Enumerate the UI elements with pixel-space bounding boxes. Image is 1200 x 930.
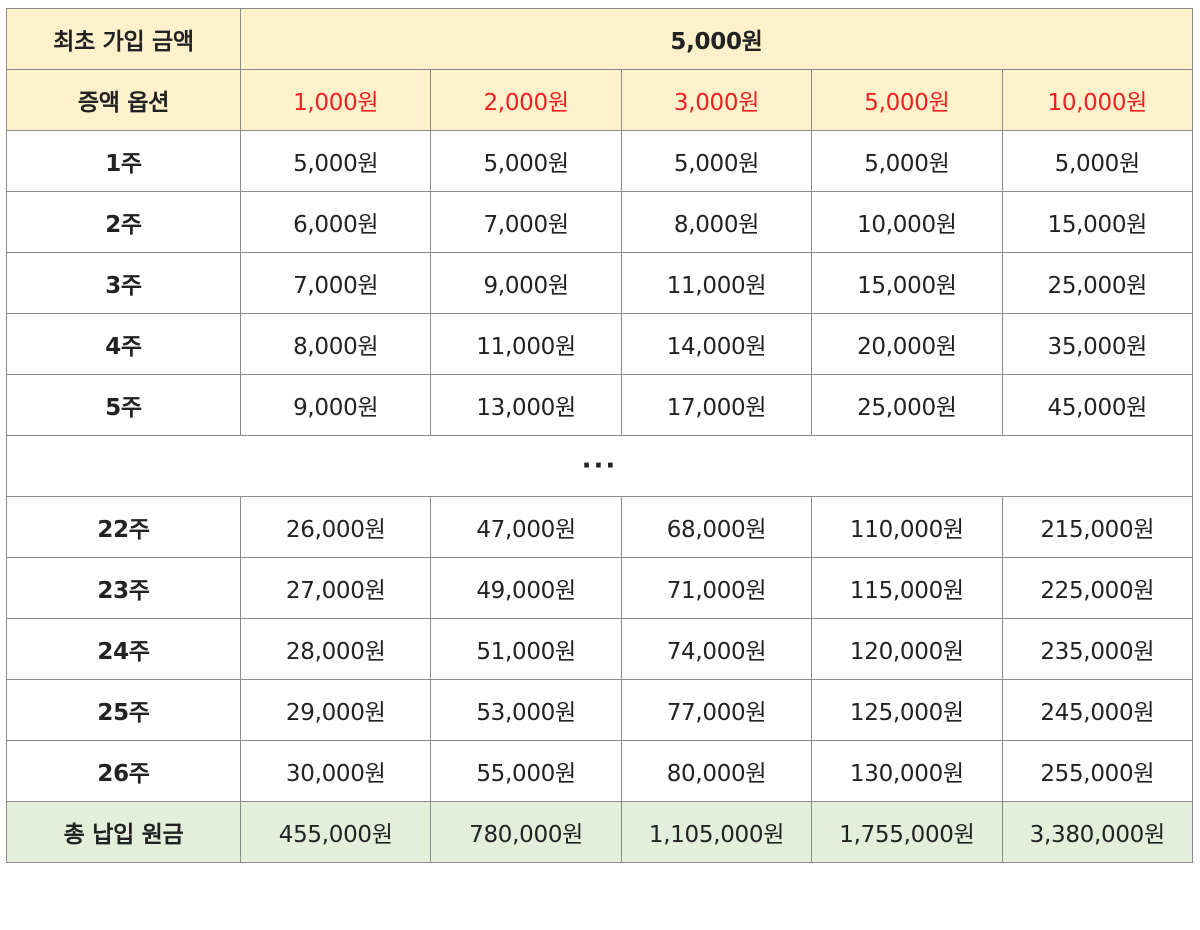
amount-cell: 215,000원 (1001, 496, 1193, 558)
initial-amount-label: 최초 가입 금액 (6, 8, 241, 70)
total-row: 총 납입 원금 455,000원 780,000원 1,105,000원 1,7… (6, 801, 1193, 863)
amount-cell: 245,000원 (1001, 679, 1193, 741)
amount-cell: 80,000원 (620, 740, 813, 802)
week-label: 24주 (6, 618, 241, 680)
table-body: 최초 가입 금액 5,000원 증액 옵션 1,000원 2,000원 3,00… (6, 8, 1193, 863)
amount-cell: 5,000원 (620, 130, 813, 192)
amount-cell: 10,000원 (811, 191, 1003, 253)
amount-cell: 7,000원 (239, 252, 432, 314)
amount-cell: 11,000원 (620, 252, 813, 314)
week-label: 23주 (6, 557, 241, 619)
amount-cell: 9,000원 (239, 374, 432, 436)
amount-cell: 28,000원 (239, 618, 432, 680)
amount-cell: 13,000원 (430, 374, 622, 436)
ellipsis: ··· (6, 435, 1193, 497)
initial-amount-row: 최초 가입 금액 5,000원 (6, 8, 1193, 70)
amount-cell: 77,000원 (620, 679, 813, 741)
amount-cell: 235,000원 (1001, 618, 1193, 680)
total-label: 총 납입 원금 (6, 801, 241, 863)
amount-cell: 15,000원 (1001, 191, 1193, 253)
amount-cell: 9,000원 (430, 252, 622, 314)
table-row: 5주 9,000원 13,000원 17,000원 25,000원 45,000… (6, 374, 1193, 436)
table-row: 25주 29,000원 53,000원 77,000원 125,000원 245… (6, 679, 1193, 741)
option-value: 2,000원 (430, 69, 622, 131)
week-label: 26주 (6, 740, 241, 802)
amount-cell: 5,000원 (239, 130, 432, 192)
ellipsis-row: ··· (6, 435, 1193, 497)
table-row: 22주 26,000원 47,000원 68,000원 110,000원 215… (6, 496, 1193, 558)
table-row: 23주 27,000원 49,000원 71,000원 115,000원 225… (6, 557, 1193, 619)
amount-cell: 30,000원 (239, 740, 432, 802)
amount-cell: 255,000원 (1001, 740, 1193, 802)
total-value: 455,000원 (239, 801, 432, 863)
amount-cell: 71,000원 (620, 557, 813, 619)
amount-cell: 74,000원 (620, 618, 813, 680)
amount-cell: 8,000원 (620, 191, 813, 253)
amount-cell: 55,000원 (430, 740, 622, 802)
total-value: 1,755,000원 (811, 801, 1003, 863)
savings-table: 최초 가입 금액 5,000원 증액 옵션 1,000원 2,000원 3,00… (6, 8, 1193, 863)
amount-cell: 8,000원 (239, 313, 432, 375)
amount-cell: 25,000원 (811, 374, 1003, 436)
amount-cell: 35,000원 (1001, 313, 1193, 375)
total-value: 3,380,000원 (1001, 801, 1193, 863)
amount-cell: 14,000원 (620, 313, 813, 375)
amount-cell: 53,000원 (430, 679, 622, 741)
amount-cell: 125,000원 (811, 679, 1003, 741)
amount-cell: 130,000원 (811, 740, 1003, 802)
increase-options-row: 증액 옵션 1,000원 2,000원 3,000원 5,000원 10,000… (6, 69, 1193, 131)
week-label: 1주 (6, 130, 241, 192)
week-label: 3주 (6, 252, 241, 314)
table-row: 26주 30,000원 55,000원 80,000원 130,000원 255… (6, 740, 1193, 802)
table-row: 4주 8,000원 11,000원 14,000원 20,000원 35,000… (6, 313, 1193, 375)
amount-cell: 68,000원 (620, 496, 813, 558)
option-value: 10,000원 (1001, 69, 1193, 131)
amount-cell: 5,000원 (430, 130, 622, 192)
amount-cell: 47,000원 (430, 496, 622, 558)
amount-cell: 5,000원 (1001, 130, 1193, 192)
amount-cell: 51,000원 (430, 618, 622, 680)
amount-cell: 20,000원 (811, 313, 1003, 375)
week-label: 4주 (6, 313, 241, 375)
amount-cell: 7,000원 (430, 191, 622, 253)
amount-cell: 49,000원 (430, 557, 622, 619)
increase-options-label: 증액 옵션 (6, 69, 241, 131)
option-value: 3,000원 (620, 69, 813, 131)
amount-cell: 5,000원 (811, 130, 1003, 192)
amount-cell: 17,000원 (620, 374, 813, 436)
initial-amount-value: 5,000원 (240, 8, 1193, 70)
amount-cell: 11,000원 (430, 313, 622, 375)
amount-cell: 115,000원 (811, 557, 1003, 619)
amount-cell: 225,000원 (1001, 557, 1193, 619)
option-value: 5,000원 (811, 69, 1003, 131)
amount-cell: 15,000원 (811, 252, 1003, 314)
option-value: 1,000원 (239, 69, 432, 131)
week-label: 2주 (6, 191, 241, 253)
amount-cell: 45,000원 (1001, 374, 1193, 436)
total-value: 780,000원 (430, 801, 622, 863)
table-row: 3주 7,000원 9,000원 11,000원 15,000원 25,000원 (6, 252, 1193, 314)
amount-cell: 25,000원 (1001, 252, 1193, 314)
amount-cell: 6,000원 (239, 191, 432, 253)
table-row: 1주 5,000원 5,000원 5,000원 5,000원 5,000원 (6, 130, 1193, 192)
amount-cell: 29,000원 (239, 679, 432, 741)
week-label: 22주 (6, 496, 241, 558)
week-label: 5주 (6, 374, 241, 436)
total-value: 1,105,000원 (620, 801, 813, 863)
week-label: 25주 (6, 679, 241, 741)
amount-cell: 120,000원 (811, 618, 1003, 680)
table-row: 2주 6,000원 7,000원 8,000원 10,000원 15,000원 (6, 191, 1193, 253)
amount-cell: 110,000원 (811, 496, 1003, 558)
table-row: 24주 28,000원 51,000원 74,000원 120,000원 235… (6, 618, 1193, 680)
amount-cell: 27,000원 (239, 557, 432, 619)
amount-cell: 26,000원 (239, 496, 432, 558)
